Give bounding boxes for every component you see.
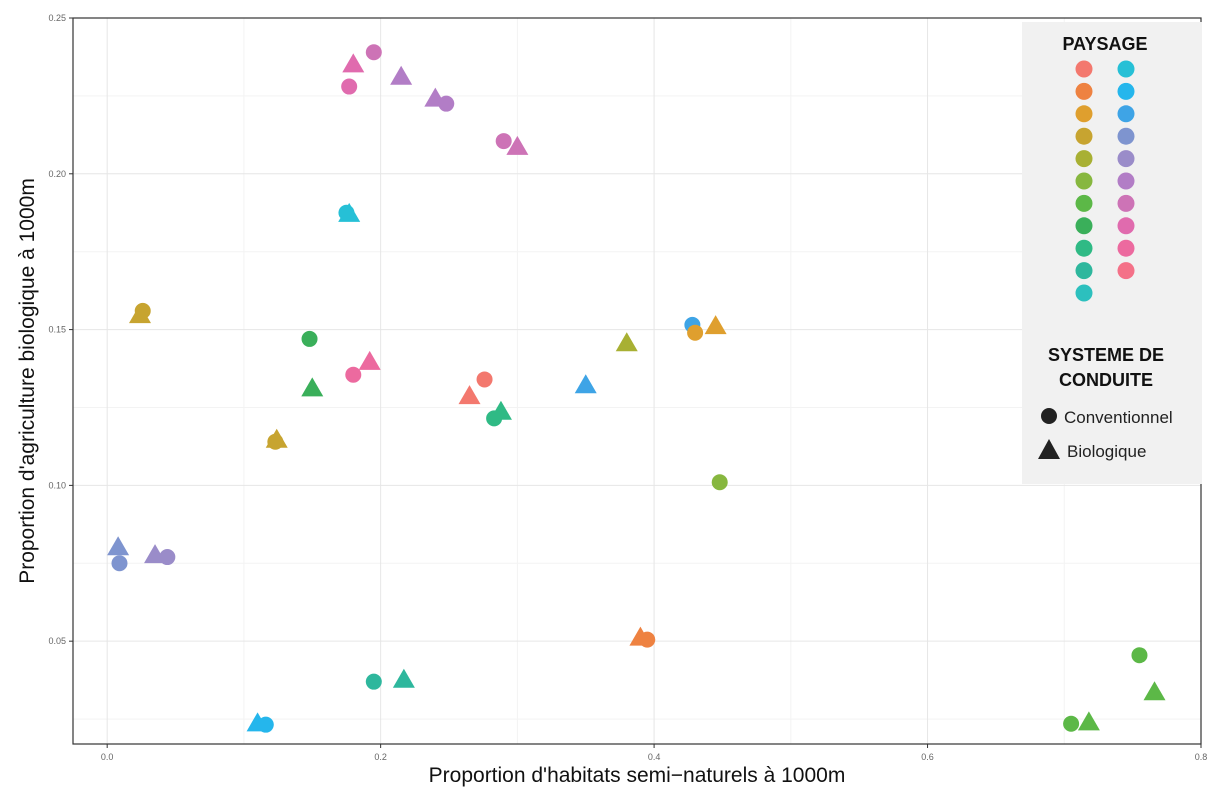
legend-color-swatch xyxy=(1117,239,1135,257)
legend-title-paysage: PAYSAGE xyxy=(1062,34,1147,54)
data-point-triangle xyxy=(342,53,365,73)
data-point-circle xyxy=(495,133,512,150)
data-point-circle xyxy=(639,631,656,648)
data-point-triangle xyxy=(338,202,361,222)
data-points xyxy=(107,44,1166,733)
legend-color-swatch xyxy=(1075,60,1093,78)
x-axis-title: Proportion d'habitats semi−naturels à 10… xyxy=(429,764,846,787)
legend-title-systeme-line2: CONDUITE xyxy=(1059,370,1153,390)
y-tick-label: 0.20 xyxy=(48,169,66,179)
legend-color-swatch xyxy=(1117,82,1135,100)
data-point-circle xyxy=(711,474,728,491)
legend-label-biologique: Biologique xyxy=(1067,442,1146,461)
data-point-circle xyxy=(438,95,455,112)
x-tick-label: 0.6 xyxy=(921,752,934,762)
data-point-triangle xyxy=(390,65,413,85)
data-point-circle xyxy=(159,549,176,566)
legend-color-swatch xyxy=(1075,150,1093,168)
x-tick-label: 0.0 xyxy=(101,752,114,762)
x-tick-label: 0.8 xyxy=(1195,752,1208,762)
legend-color-swatch xyxy=(1075,172,1093,190)
data-point-triangle xyxy=(506,135,529,155)
legend-color-swatch xyxy=(1075,127,1093,145)
x-tick-label: 0.4 xyxy=(648,752,661,762)
legend-color-keys xyxy=(1075,60,1135,302)
data-point-triangle xyxy=(358,350,381,370)
data-point-circle xyxy=(1131,647,1148,664)
legend-color-swatch xyxy=(1117,172,1135,190)
data-point-circle xyxy=(365,673,382,690)
legend-color-swatch xyxy=(1075,262,1093,280)
data-point-triangle xyxy=(392,668,415,688)
data-point-circle xyxy=(301,330,318,347)
legend-color-swatch xyxy=(1075,239,1093,257)
y-tick-label: 0.15 xyxy=(48,325,66,335)
legend-color-swatch xyxy=(1117,262,1135,280)
legend-key-triangle xyxy=(1038,439,1060,459)
legend-color-swatch xyxy=(1117,150,1135,168)
legend-color-swatch xyxy=(1117,60,1135,78)
data-point-circle xyxy=(365,44,382,61)
legend-color-swatch xyxy=(1075,194,1093,212)
legend-title-systeme-line1: SYSTEME DE xyxy=(1048,345,1164,365)
y-tick-label: 0.05 xyxy=(48,636,66,646)
data-point-circle xyxy=(486,410,503,427)
data-point-triangle xyxy=(1077,711,1100,731)
data-point-triangle xyxy=(128,304,151,324)
data-point-circle xyxy=(267,433,284,450)
data-point-triangle xyxy=(574,374,597,394)
data-point-triangle xyxy=(704,315,727,335)
data-point-circle xyxy=(1063,715,1080,732)
legend-color-swatch xyxy=(1117,194,1135,212)
data-point-circle xyxy=(341,78,358,95)
data-point-triangle xyxy=(1143,681,1166,701)
data-point-triangle xyxy=(615,332,638,352)
legend-key-circle xyxy=(1041,408,1057,424)
data-point-circle xyxy=(111,555,128,572)
data-point-circle xyxy=(257,716,274,733)
legend-color-swatch xyxy=(1075,217,1093,235)
legend: PAYSAGE SYSTEME DE CONDUITE Conventionne… xyxy=(1022,22,1202,484)
axis-ticks: 0.0 0.2 0.4 0.6 0.8 0.05 0.10 0.15 0.20 0.25 xyxy=(48,13,1207,762)
legend-label-conventionnel: Conventionnel xyxy=(1064,408,1173,427)
legend-color-swatch xyxy=(1117,105,1135,123)
legend-color-swatch xyxy=(1075,82,1093,100)
y-axis-title: Proportion d'agriculture biologique à 10… xyxy=(16,178,39,584)
data-point-circle xyxy=(476,371,493,388)
y-tick-label: 0.10 xyxy=(48,480,66,490)
legend-background xyxy=(1022,22,1202,484)
data-point-circle xyxy=(345,366,362,383)
data-point-triangle xyxy=(458,385,481,405)
legend-color-swatch xyxy=(1075,284,1093,302)
data-point-triangle xyxy=(107,536,130,556)
y-tick-label: 0.25 xyxy=(48,13,66,23)
data-point-triangle xyxy=(301,377,324,397)
legend-color-swatch xyxy=(1117,217,1135,235)
legend-color-swatch xyxy=(1075,105,1093,123)
x-tick-label: 0.2 xyxy=(374,752,387,762)
legend-color-swatch xyxy=(1117,127,1135,145)
data-point-circle xyxy=(687,324,704,341)
